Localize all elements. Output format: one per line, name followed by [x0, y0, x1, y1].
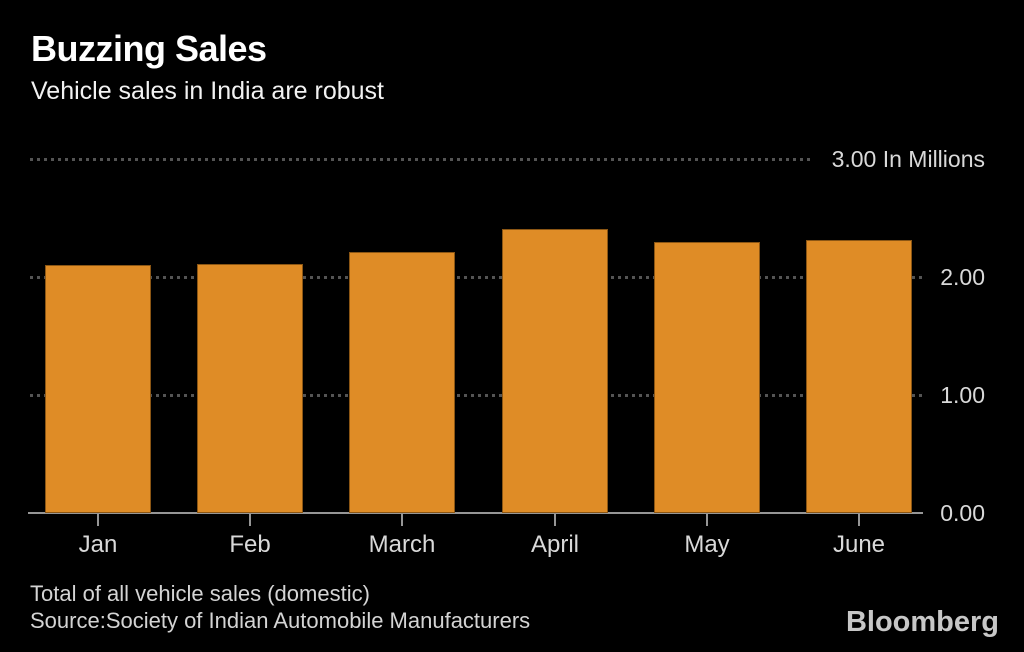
- chart-title: Buzzing Sales: [31, 28, 267, 69]
- x-tick-march: [401, 514, 403, 526]
- x-tick-jan: [97, 514, 99, 526]
- gridline-1: [30, 394, 925, 397]
- x-axis-label-jan: Jan: [78, 531, 118, 558]
- x-tick-april: [554, 514, 556, 526]
- gridline-3: [30, 158, 812, 161]
- x-tick-june: [858, 514, 860, 526]
- x-tick-may: [706, 514, 708, 526]
- x-axis-label-may: May: [684, 531, 730, 558]
- y-axis-label-3: 3.00 In Millions: [831, 146, 985, 172]
- footer-note: Total of all vehicle sales (domestic): [30, 581, 370, 606]
- chart-subtitle: Vehicle sales in India are robust: [31, 77, 384, 105]
- gridline-2: [30, 276, 925, 279]
- y-axis-label-1: 1.00: [940, 382, 985, 408]
- y-axis-label-2: 2.00: [940, 264, 985, 290]
- x-tick-feb: [249, 514, 251, 526]
- bloomberg-logo: Bloomberg: [845, 606, 999, 638]
- bar-march: [349, 252, 455, 513]
- x-axis-line: [28, 512, 923, 514]
- x-axis-label-june: June: [832, 531, 886, 558]
- x-axis-label-feb: Feb: [229, 531, 271, 558]
- bar-june: [806, 240, 912, 513]
- bar-jan: [45, 265, 151, 513]
- bar-april: [502, 229, 608, 513]
- bar-may: [654, 242, 760, 513]
- footer-source: Source:Society of Indian Automobile Manu…: [30, 608, 531, 633]
- y-axis-label-0: 0.00: [940, 500, 985, 526]
- bar-feb: [197, 264, 303, 513]
- x-axis-label-april: April: [530, 531, 579, 558]
- x-axis-label-march: March: [368, 531, 436, 558]
